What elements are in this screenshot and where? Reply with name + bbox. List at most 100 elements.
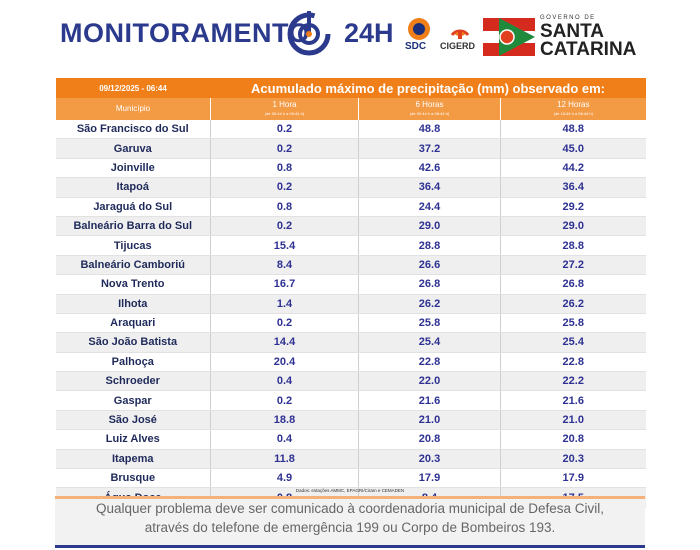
rain-value: 28.8 xyxy=(358,235,501,256)
rain-value: 0.8 xyxy=(210,197,359,217)
column-note: (de 00:44 h a 06:44 h) xyxy=(409,110,450,116)
rain-value: 25.4 xyxy=(499,332,646,353)
rain-value: 48.8 xyxy=(358,120,501,140)
rain-value: 29.0 xyxy=(499,216,646,237)
caption: Acumulado máximo de precipitação (mm) ob… xyxy=(210,78,646,98)
rain-value: 4.9 xyxy=(210,468,359,489)
rain-value: 22.0 xyxy=(358,371,501,392)
logo-icon xyxy=(287,11,331,56)
rain-value: 26.8 xyxy=(499,274,646,295)
gov-label: GOVERNO DE xyxy=(540,15,596,21)
table-row: Jaraguá do Sul 0.8 24.4 29.2 xyxy=(55,197,646,217)
municipality: Garuva xyxy=(55,138,211,159)
cigerd-icon xyxy=(450,29,470,39)
municipality: Palhoça xyxy=(55,352,211,373)
municipality: Jaraguá do Sul xyxy=(55,197,211,217)
rain-value: 24.4 xyxy=(358,197,501,217)
municipality: Tijucas xyxy=(55,235,211,256)
rain-value: 0.2 xyxy=(210,177,359,198)
rain-value: 48.8 xyxy=(499,120,646,140)
table-row: Joinville 0.8 42.6 44.2 xyxy=(55,158,646,179)
rain-value: 22.8 xyxy=(499,352,646,373)
rain-value: 20.8 xyxy=(358,429,501,450)
rain-value: 20.8 xyxy=(499,429,646,450)
column-note: (de 05:44 h a 06:44 h) xyxy=(264,110,305,116)
footer-line: através do telefone de emergência 199 ou… xyxy=(144,520,556,535)
date: 09/12/2025 - 06:44 xyxy=(55,78,211,98)
table-row: Luiz Alves 0.4 20.8 20.8 xyxy=(55,429,646,450)
rain-value: 26.6 xyxy=(358,255,501,276)
column-header: 12 Horas (de 18:44 h a 06:44 h) xyxy=(499,98,646,120)
logo-sdc: SDC xyxy=(405,41,427,52)
footer: Qualquer problema deve ser comunicado à … xyxy=(55,496,645,547)
source-note: Dados: estações AMMC, EPAGRI/Ciram e CEM… xyxy=(295,488,405,493)
rain-value: 27.2 xyxy=(499,255,646,276)
rain-value: 26.2 xyxy=(358,294,501,314)
municipality: Gaspar xyxy=(55,390,211,411)
rain-value: 22.2 xyxy=(499,371,646,392)
rain-value: 21.6 xyxy=(499,390,646,411)
rain-table: 09/12/2025 - 06:44 Acumulado máximo de p… xyxy=(55,78,646,508)
rain-value: 26.8 xyxy=(358,274,501,295)
bottom-line xyxy=(55,545,645,548)
table-row: Palhoça 20.4 22.8 22.8 xyxy=(55,352,646,373)
header: MONITORAMENTO 24H SDC CIGERD GOVERNO DE … xyxy=(55,0,645,74)
rain-value: 17.9 xyxy=(358,468,501,489)
rain-value: 45.0 xyxy=(499,138,646,159)
title-suffix: 24H xyxy=(344,18,394,48)
rain-value: 0.2 xyxy=(210,390,359,411)
rain-value: 0.2 xyxy=(210,313,359,334)
rain-value: 20.4 xyxy=(210,352,359,373)
rain-value: 11.8 xyxy=(210,449,359,470)
rain-value: 21.6 xyxy=(358,390,501,411)
municipality: Nova Trento xyxy=(55,274,211,295)
table-row: Itapema 11.8 20.3 20.3 xyxy=(55,449,646,470)
rain-value: 21.0 xyxy=(499,410,646,431)
rain-value: 1.4 xyxy=(210,294,359,314)
title: MONITORAMENTO xyxy=(60,18,311,48)
table-row: Balneário Camboriú 8.4 26.6 27.2 xyxy=(55,255,646,276)
rain-value: 42.6 xyxy=(358,158,501,179)
rain-value: 29.0 xyxy=(358,216,501,237)
rain-value: 16.7 xyxy=(210,274,359,295)
rain-value: 29.2 xyxy=(499,197,646,217)
column-header: 1 Hora (de 05:44 h a 06:44 h) xyxy=(210,98,359,120)
rain-value: 25.8 xyxy=(358,313,501,334)
column-title: 6 Horas xyxy=(415,99,444,109)
rain-value: 25.4 xyxy=(358,332,501,353)
municipality: Luiz Alves xyxy=(55,429,211,450)
rain-value: 25.8 xyxy=(499,313,646,334)
rain-value: 36.4 xyxy=(358,177,501,198)
table-topbar: 09/12/2025 - 06:44 Acumulado máximo de p… xyxy=(55,78,646,98)
table-row: Tijucas 15.4 28.8 28.8 xyxy=(55,235,646,256)
municipality: São Francisco do Sul xyxy=(55,120,211,140)
rain-value: 15.4 xyxy=(210,235,359,256)
flag xyxy=(483,18,535,56)
rain-value: 14.4 xyxy=(210,332,359,353)
table-row: Schroeder 0.4 22.0 22.2 xyxy=(55,371,646,392)
column-header: Município xyxy=(55,98,211,120)
rain-value: 37.2 xyxy=(358,138,501,159)
rain-value: 0.8 xyxy=(210,158,359,179)
rain-value: 36.4 xyxy=(499,177,646,198)
footer-line: Qualquer problema deve ser comunicado à … xyxy=(95,501,605,516)
column-title: Município xyxy=(115,104,151,113)
municipality: Balneário Camboriú xyxy=(55,255,211,276)
rain-value: 28.8 xyxy=(499,235,646,256)
municipality: Itapema xyxy=(55,449,211,470)
table-row: Ilhota 1.4 26.2 26.2 xyxy=(55,294,646,314)
rain-value: 22.8 xyxy=(358,352,501,373)
state-name: SANTA xyxy=(540,21,605,42)
municipality: Ilhota xyxy=(55,294,211,314)
table-row: Itapoá 0.2 36.4 36.4 xyxy=(55,177,646,198)
municipality: Balneário Barra do Sul xyxy=(55,216,211,237)
logo-cigerd: CIGERD xyxy=(440,41,476,51)
municipality: Araquari xyxy=(55,313,211,334)
table-row: São João Batista 14.4 25.4 25.4 xyxy=(55,332,646,353)
rain-value: 0.2 xyxy=(210,138,359,159)
municipality: Schroeder xyxy=(55,371,211,392)
table-row: São José 18.8 21.0 21.0 xyxy=(55,410,646,431)
rain-value: 26.2 xyxy=(499,294,646,314)
rain-value: 0.4 xyxy=(210,371,359,392)
